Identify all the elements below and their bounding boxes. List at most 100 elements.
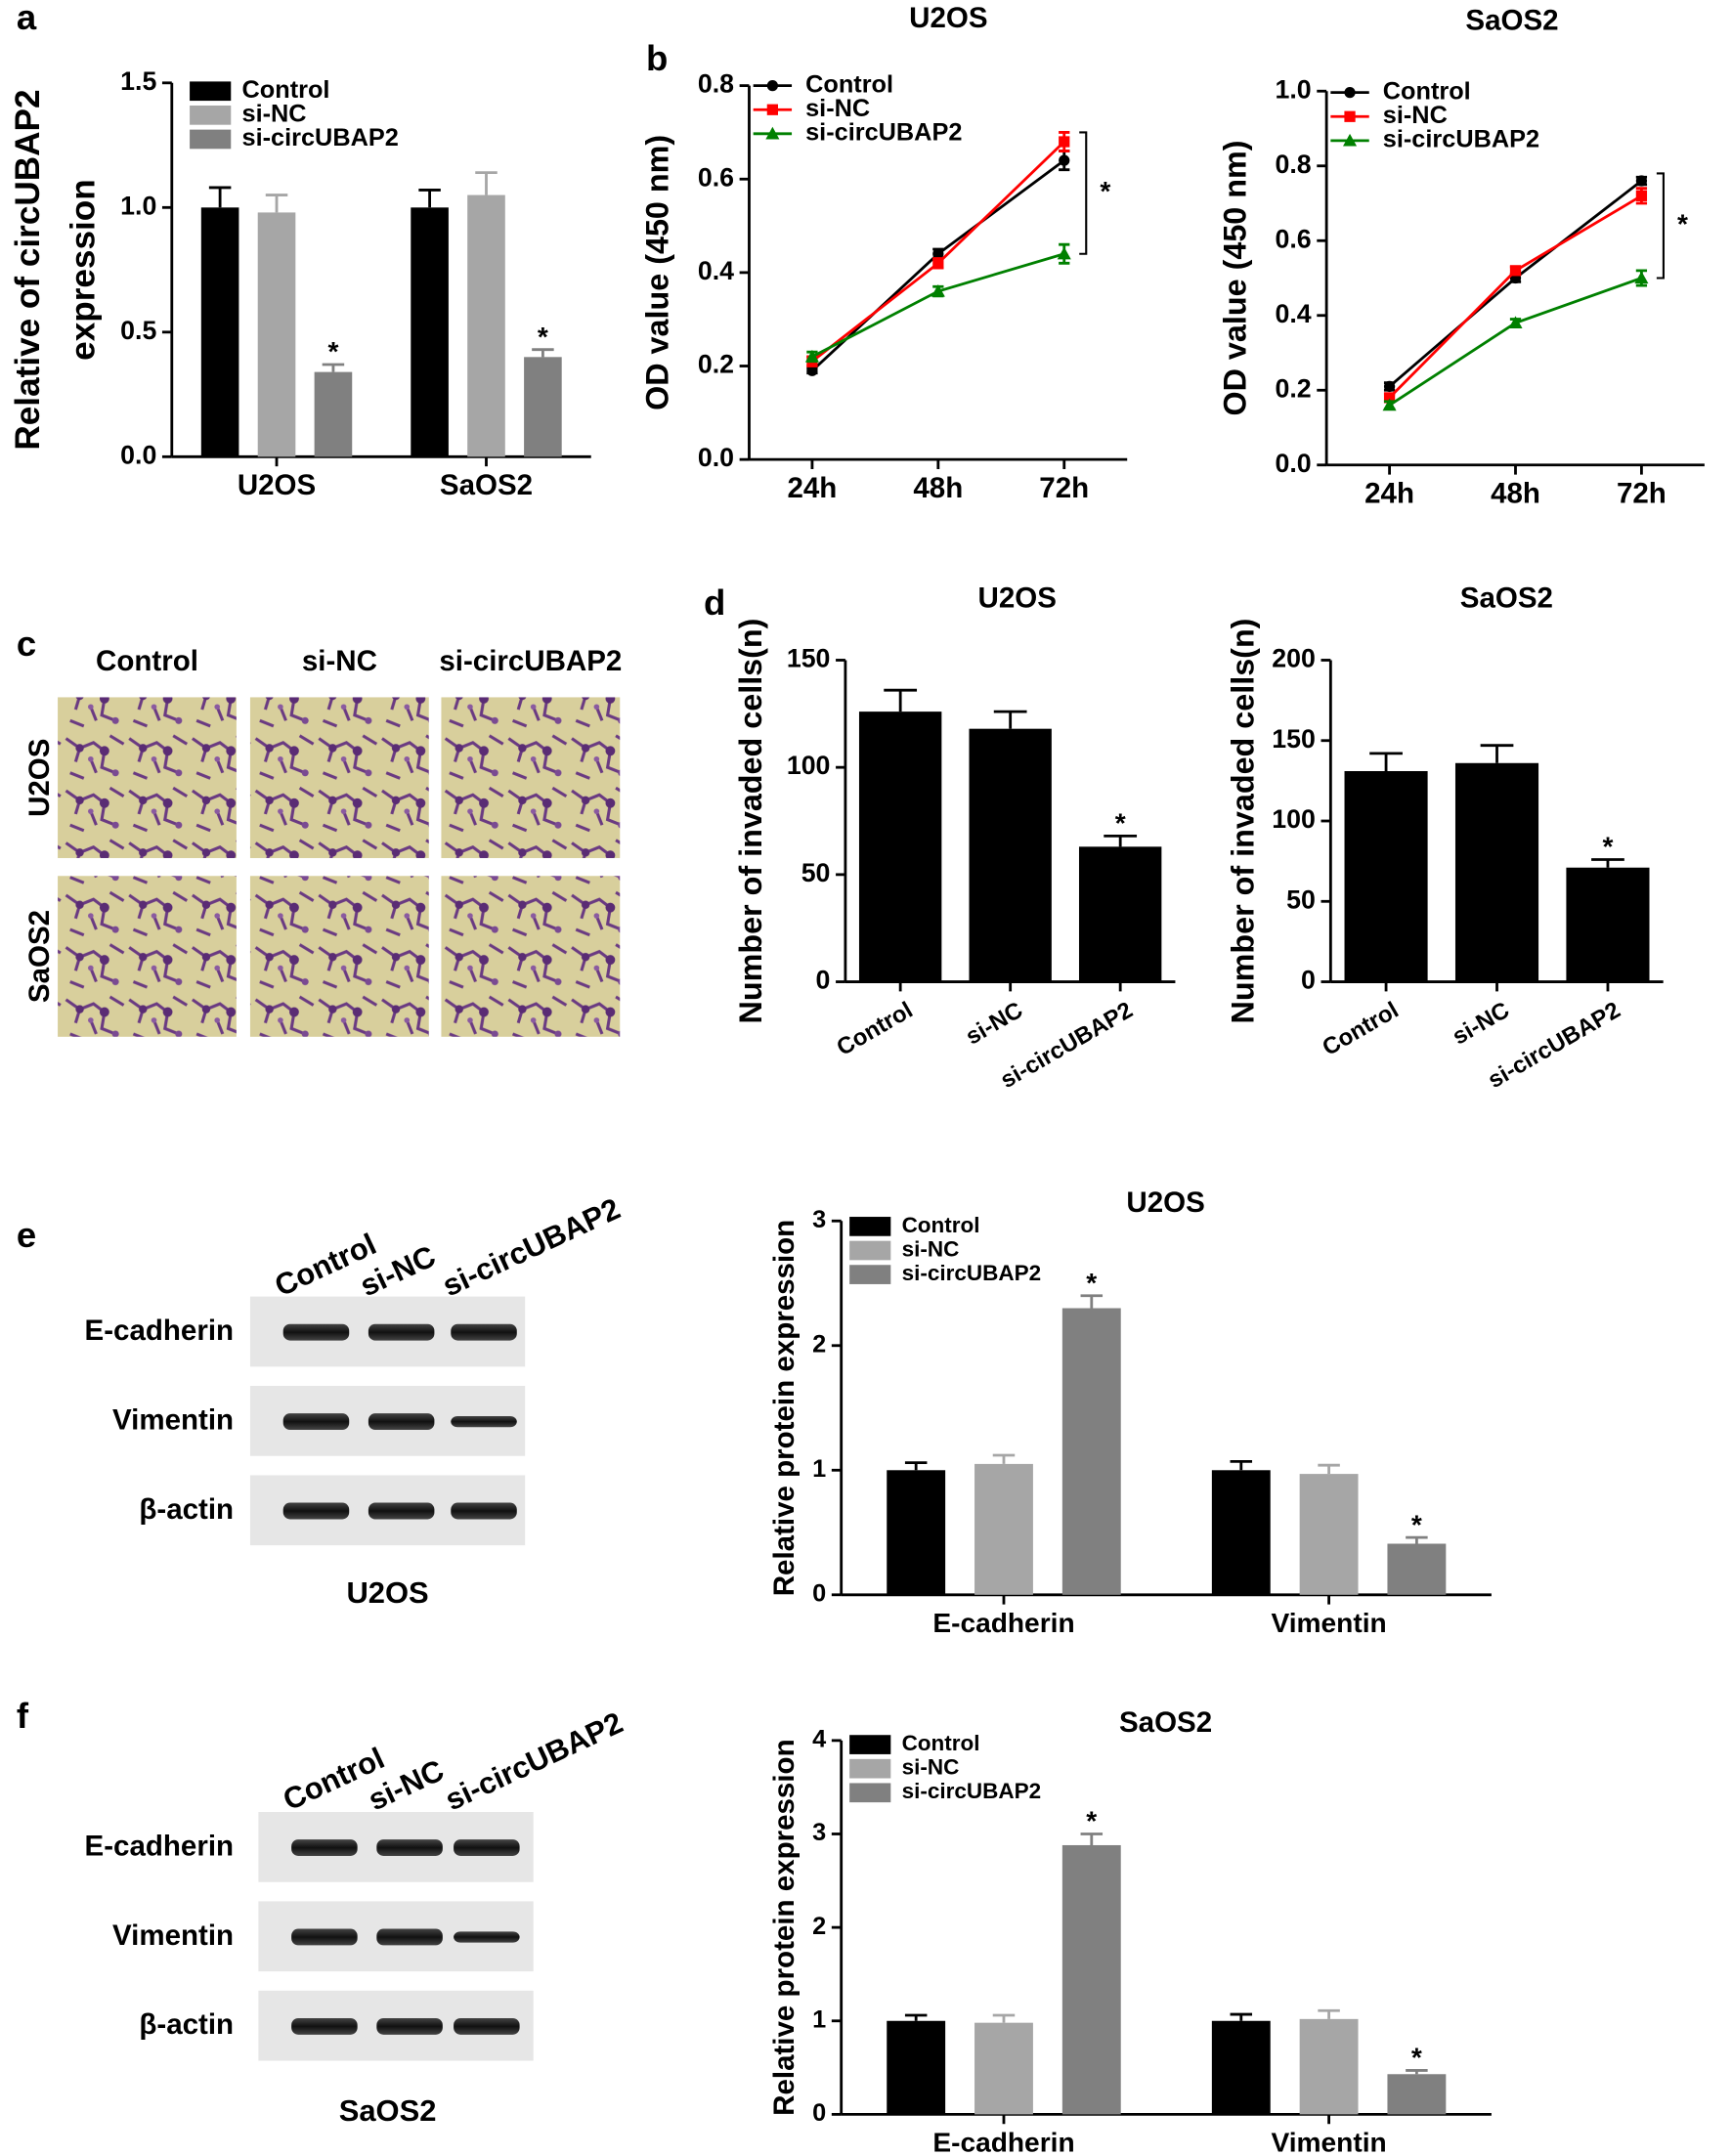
y-tick-label: 2 xyxy=(812,1330,826,1358)
bar xyxy=(200,207,239,457)
x-tick-label: 48h xyxy=(913,472,963,504)
invasion-image xyxy=(249,697,429,858)
error-bar xyxy=(1230,2012,1253,2021)
panel-label: f xyxy=(17,1696,29,1736)
marker xyxy=(1634,271,1649,284)
marker xyxy=(931,283,945,297)
panel-label: b xyxy=(646,38,668,78)
marker xyxy=(765,126,780,140)
bar xyxy=(1061,1308,1121,1595)
bar xyxy=(467,194,505,457)
error-bar xyxy=(1406,1535,1428,1544)
y-tick-label: 100 xyxy=(1272,804,1316,834)
marker xyxy=(1508,316,1523,329)
bar xyxy=(858,711,942,982)
blot-band xyxy=(282,1502,350,1520)
marker xyxy=(1383,392,1396,404)
chart-title: U2OS xyxy=(978,582,1057,614)
marker xyxy=(932,248,944,260)
legend-label: si-circUBAP2 xyxy=(1383,126,1539,153)
marker xyxy=(1057,246,1071,260)
significance-mark: * xyxy=(1115,808,1126,839)
bar xyxy=(257,212,296,457)
bar xyxy=(1387,2074,1447,2115)
blot-band xyxy=(376,1928,443,1946)
legend-swatch xyxy=(849,1240,891,1261)
bar xyxy=(969,728,1052,982)
error-bar xyxy=(1080,1833,1104,1845)
marker xyxy=(1344,110,1356,122)
y-tick-label: 0.8 xyxy=(1276,150,1312,179)
bar xyxy=(1344,771,1428,982)
x-tick-label: Control xyxy=(1318,997,1403,1061)
y-tick-label: 150 xyxy=(787,644,831,673)
chart-title: SaOS2 xyxy=(1465,5,1558,37)
y-axis-label: OD value (450 nm) xyxy=(1217,140,1252,415)
legend-label: si-NC xyxy=(805,95,870,122)
bar xyxy=(887,1470,946,1595)
row-label: E-cadherin xyxy=(85,1830,235,1862)
x-tick-label: E-cadherin xyxy=(932,1608,1074,1638)
legend-label: Control xyxy=(242,76,330,104)
y-tick-label: 0 xyxy=(812,2099,826,2127)
row-label: SaOS2 xyxy=(23,910,56,1003)
x-tick-label: 72h xyxy=(1039,472,1089,504)
x-tick-label: 72h xyxy=(1617,478,1667,510)
blot-band xyxy=(451,1415,517,1428)
legend-label: si-NC xyxy=(242,101,307,128)
column-label: si-NC xyxy=(302,645,377,677)
row-label: β-actin xyxy=(139,1493,234,1526)
panel-label: a xyxy=(17,0,37,37)
legend-swatch xyxy=(190,81,232,102)
bar xyxy=(411,207,449,457)
legend-swatch xyxy=(849,1758,891,1779)
significance-mark: * xyxy=(1411,1509,1422,1539)
y-tick-label: 0.5 xyxy=(120,316,156,345)
x-tick-label: si-NC xyxy=(962,997,1028,1051)
y-tick-label: 1 xyxy=(812,1455,826,1483)
blot-band xyxy=(368,1502,435,1520)
row-label: Vimentin xyxy=(112,1919,234,1952)
marker xyxy=(766,104,778,115)
significance-mark: * xyxy=(1100,176,1110,206)
y-tick-label: 0.4 xyxy=(698,256,734,285)
significance-bracket xyxy=(1656,172,1665,280)
y-tick-label: 100 xyxy=(787,751,831,780)
x-tick-label: 24h xyxy=(787,472,837,504)
row-label: E-cadherin xyxy=(85,1315,235,1347)
y-tick-label: 0 xyxy=(816,966,831,995)
legend-label: Control xyxy=(902,1213,980,1237)
error-bar xyxy=(993,710,1027,729)
y-tick-label: 1 xyxy=(812,2005,826,2033)
y-tick-label: 0.6 xyxy=(698,162,734,192)
y-tick-label: 0.2 xyxy=(1276,373,1312,403)
error-bar xyxy=(265,194,288,213)
marker xyxy=(806,365,818,376)
significance-mark: * xyxy=(1602,832,1613,862)
significance-mark: * xyxy=(327,336,338,367)
bar xyxy=(1211,2020,1271,2115)
lane-label: si-circUBAP2 xyxy=(440,1705,628,1818)
marker xyxy=(1059,154,1070,166)
row-label: U2OS xyxy=(23,739,56,817)
marker xyxy=(1383,380,1396,393)
bar xyxy=(1299,2018,1359,2115)
bar xyxy=(974,2022,1033,2115)
error-bar xyxy=(1406,2069,1428,2075)
y-tick-label: 150 xyxy=(1272,724,1316,754)
error-bar xyxy=(208,186,232,208)
marker xyxy=(804,349,819,363)
bar xyxy=(314,371,353,457)
significance-mark: * xyxy=(1086,1806,1097,1836)
blot-band xyxy=(291,1839,358,1856)
invasion-image xyxy=(249,876,429,1037)
y-tick-label: 50 xyxy=(1286,884,1316,914)
legend-label: si-NC xyxy=(902,1236,960,1261)
y-tick-label: 3 xyxy=(812,1819,826,1846)
marker xyxy=(766,79,778,92)
legend-swatch xyxy=(190,129,232,150)
y-axis-label: expression xyxy=(64,179,102,361)
blot-band xyxy=(454,1931,520,1943)
blot-band xyxy=(282,1323,350,1341)
